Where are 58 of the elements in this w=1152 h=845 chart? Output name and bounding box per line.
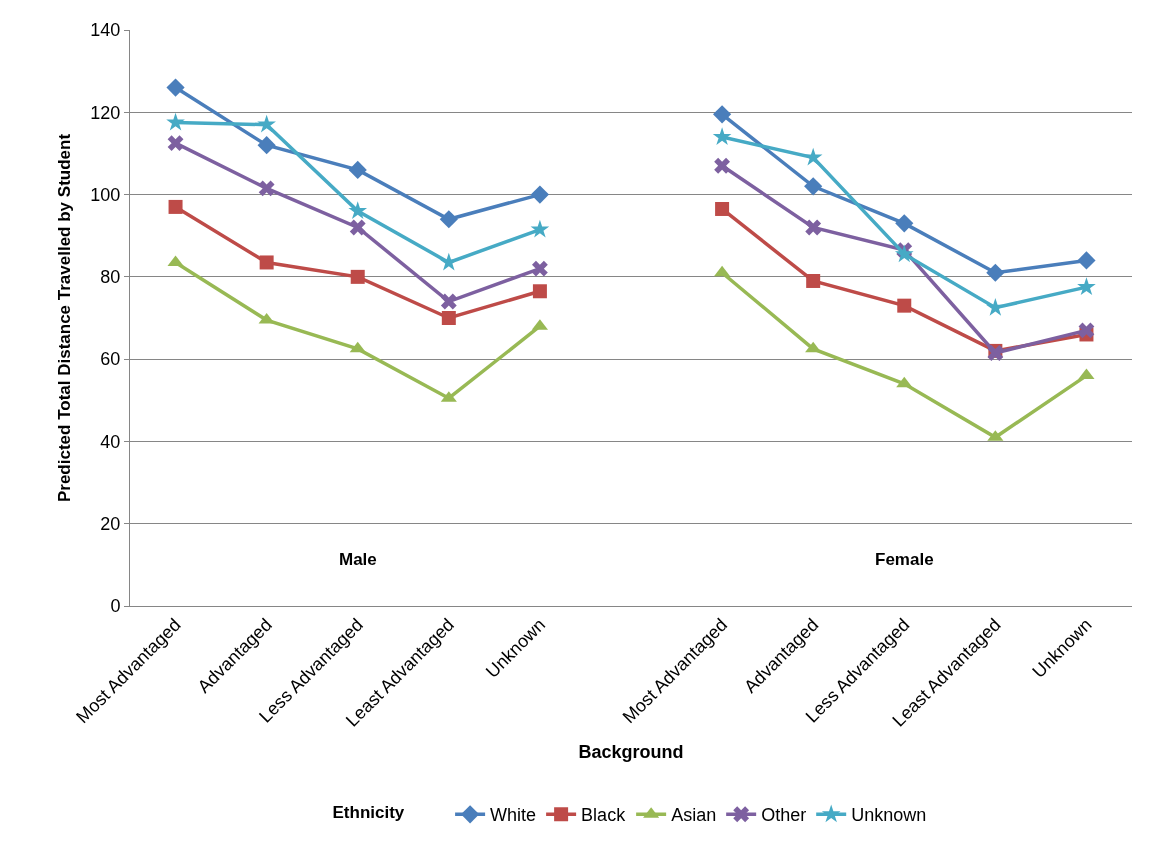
point bbox=[530, 219, 550, 238]
point bbox=[440, 293, 457, 310]
legend-title: Ethnicity bbox=[332, 803, 405, 823]
y-tick-label: 80 bbox=[100, 267, 121, 288]
point bbox=[441, 311, 456, 325]
x-axis-title: Background bbox=[578, 741, 684, 762]
point bbox=[349, 341, 366, 353]
y-tick-label: 60 bbox=[100, 349, 121, 370]
point bbox=[805, 341, 822, 353]
point bbox=[986, 297, 1005, 316]
legend-label: Asian bbox=[671, 805, 717, 826]
point bbox=[805, 219, 822, 236]
y-tick-label: 120 bbox=[90, 102, 121, 123]
y-tick-label: 100 bbox=[90, 184, 121, 205]
point bbox=[804, 177, 823, 196]
point bbox=[530, 185, 550, 204]
point bbox=[897, 298, 912, 313]
point bbox=[348, 201, 368, 219]
y-tick-label: 20 bbox=[100, 514, 121, 535]
point bbox=[531, 260, 548, 277]
legend-label: Black bbox=[581, 805, 627, 826]
y-axis-title: Predicted Total Distance Travelled by Student bbox=[54, 133, 74, 503]
legend-label: White bbox=[490, 805, 537, 826]
point bbox=[894, 244, 914, 263]
point bbox=[259, 255, 274, 270]
point bbox=[532, 284, 547, 299]
point bbox=[168, 199, 183, 214]
point bbox=[166, 78, 185, 97]
point bbox=[1078, 368, 1095, 380]
y-tick-label: 40 bbox=[100, 431, 121, 452]
point bbox=[166, 112, 185, 131]
point bbox=[712, 105, 732, 124]
point bbox=[258, 180, 275, 197]
point bbox=[806, 273, 821, 288]
y-tick-label: 0 bbox=[110, 596, 121, 617]
point bbox=[348, 160, 367, 179]
point bbox=[439, 210, 458, 229]
point bbox=[257, 114, 276, 133]
point bbox=[715, 201, 730, 216]
point bbox=[895, 214, 914, 233]
point bbox=[986, 263, 1005, 282]
point bbox=[712, 127, 732, 145]
point bbox=[803, 147, 823, 166]
point bbox=[349, 219, 366, 236]
point bbox=[896, 376, 913, 388]
point bbox=[257, 136, 276, 155]
y-tick-label: 140 bbox=[90, 20, 121, 41]
annotation: Male bbox=[339, 550, 377, 569]
point bbox=[714, 157, 731, 174]
legend-label: Other bbox=[761, 805, 807, 826]
point bbox=[350, 269, 365, 284]
point bbox=[1077, 277, 1096, 296]
legend-label: Unknown bbox=[851, 805, 927, 826]
point bbox=[1077, 251, 1096, 270]
annotation: Female bbox=[875, 550, 934, 569]
point bbox=[1078, 322, 1095, 339]
point bbox=[714, 265, 731, 277]
point bbox=[167, 135, 184, 152]
